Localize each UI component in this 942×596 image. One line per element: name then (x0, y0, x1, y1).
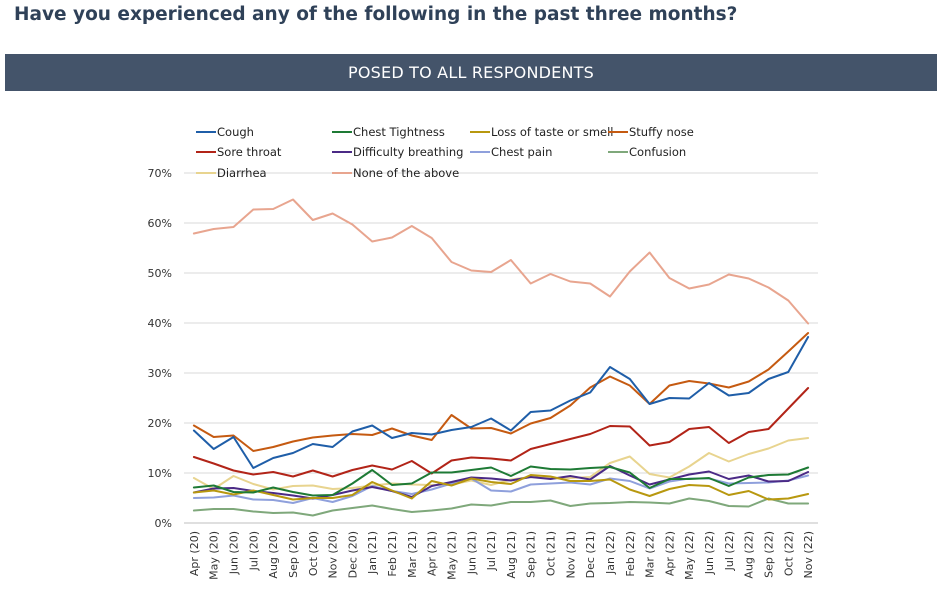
y-tick-label: 0% (155, 517, 172, 530)
x-tick-label: May (20) (208, 531, 221, 580)
x-tick-label: Dec (20) (346, 531, 359, 578)
legend-label-confusion: Confusion (629, 145, 686, 159)
x-tick-label: Jul (20) (247, 531, 260, 571)
y-tick-label: 50% (148, 267, 172, 280)
legend-label-cough: Cough (217, 125, 254, 139)
legend-label-sore-throat: Sore throat (217, 145, 282, 159)
x-tick-label: Oct (21) (545, 531, 558, 576)
x-tick-label: Jun (22) (703, 531, 716, 575)
x-tick-label: Oct (22) (782, 531, 795, 576)
y-tick-label: 60% (148, 217, 172, 230)
chart-legend: Cough Chest Tightness Loss of taste or sme… (196, 125, 694, 180)
x-tick-label: Jun (21) (465, 531, 478, 575)
x-tick-label: Dec (21) (584, 531, 597, 578)
series-line-chest-tightness (192, 465, 810, 497)
x-tick-label: Apr (20) (188, 531, 201, 576)
chart-series-lines (192, 198, 810, 517)
x-tick-label: Jan (22) (604, 531, 617, 575)
series-line-cough (192, 336, 810, 469)
x-tick-label: Feb (22) (624, 531, 637, 577)
x-tick-label: May (22) (683, 531, 696, 580)
legend-label-chest-pain: Chest pain (491, 145, 552, 159)
chart-gridlines (184, 172, 818, 524)
legend-label-diarrhea: Diarrhea (217, 166, 267, 180)
y-tick-label: 40% (148, 317, 172, 330)
series-line-none-of-the-above (192, 198, 810, 325)
series-line-difficulty-breathing (192, 465, 810, 500)
section-banner: POSED TO ALL RESPONDENTS (5, 54, 937, 91)
x-tick-label: Jul (21) (485, 531, 498, 571)
series-line-stuffy-nose (192, 332, 810, 452)
legend-label-loss-of-taste-or-smell: Loss of taste or smell (491, 125, 614, 139)
x-tick-label: Jul (22) (723, 531, 736, 571)
x-tick-label: Sep (21) (525, 531, 538, 578)
legend-label-stuffy-nose: Stuffy nose (629, 125, 694, 139)
x-tick-label: Apr (22) (663, 531, 676, 576)
y-axis-tick-labels: 0% 10% 20% 30% 40% 50% 60% 70% (148, 167, 172, 530)
y-tick-label: 70% (148, 167, 172, 180)
page-title: Have you experienced any of the followin… (14, 4, 738, 25)
x-tick-label: Jun (20) (228, 531, 241, 575)
x-tick-label: Aug (22) (743, 531, 756, 579)
y-tick-label: 30% (148, 367, 172, 380)
x-tick-label: Jan (21) (366, 531, 379, 575)
x-tick-label: Oct (20) (307, 531, 320, 576)
series-line-loss-of-taste-or-smell (192, 474, 810, 501)
series-line-sore-throat (192, 387, 810, 478)
x-tick-label: Aug (20) (267, 531, 280, 579)
x-tick-label: Nov (20) (327, 531, 340, 579)
x-tick-label: Apr (21) (426, 531, 439, 576)
series-line-confusion (192, 497, 810, 517)
x-tick-label: Sep (20) (287, 531, 300, 578)
x-tick-label: Sep (22) (762, 531, 775, 578)
legend-label-none-of-the-above: None of the above (353, 166, 459, 180)
x-tick-label: Feb (21) (386, 531, 399, 577)
x-tick-label: Nov (21) (564, 531, 577, 579)
x-tick-label: Nov (22) (802, 531, 815, 579)
y-tick-label: 20% (148, 417, 172, 430)
y-tick-label: 10% (148, 467, 172, 480)
x-tick-label: Mar (22) (644, 531, 657, 578)
legend-label-chest-tightness: Chest Tightness (353, 125, 445, 139)
x-tick-label: Mar (21) (406, 531, 419, 578)
x-tick-label: May (21) (445, 531, 458, 580)
x-axis-tick-labels: Apr (20) May (20) Jun (20) Jul (20) Aug (20)… (188, 531, 815, 580)
legend-label-difficulty-breathing: Difficulty breathing (353, 145, 463, 159)
x-tick-label: Aug (21) (505, 531, 518, 579)
banner-label: POSED TO ALL RESPONDENTS (348, 63, 594, 82)
